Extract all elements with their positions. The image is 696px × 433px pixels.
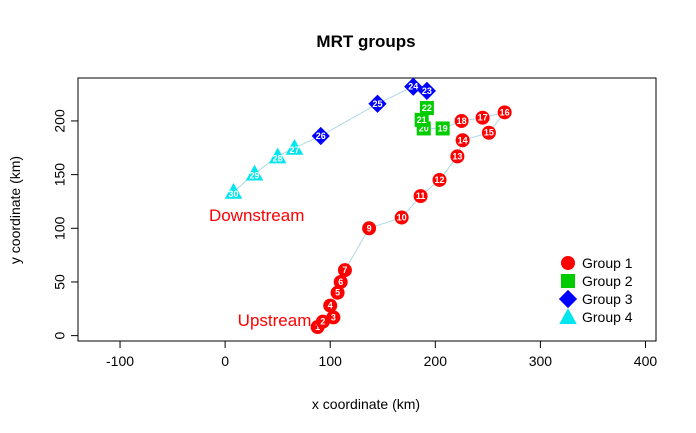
legend-entry-label: Group 2: [582, 273, 633, 289]
legend-marker: [561, 274, 575, 288]
data-point-label: 19: [438, 123, 448, 133]
data-point-label: 17: [478, 113, 488, 123]
data-point-label: 4: [328, 301, 333, 311]
x-tick-label: 0: [221, 353, 229, 369]
data-point-label: 14: [458, 135, 468, 145]
x-tick-label: 200: [424, 353, 448, 369]
data-point: [224, 183, 243, 199]
data-point: [330, 285, 345, 300]
data-point: [432, 172, 447, 187]
data-point-label: 15: [484, 128, 494, 138]
data-point-label: 16: [500, 107, 510, 117]
legend: Group 1 Group 2 Group 3 Group 4: [558, 255, 633, 325]
data-point: [413, 189, 428, 204]
data-point: [268, 147, 287, 164]
data-point: [362, 221, 377, 236]
y-axis: 0 50 100 150 200: [52, 109, 79, 340]
legend-marker: [559, 308, 577, 324]
data-point: [326, 310, 341, 325]
x-tick-label: 300: [529, 353, 553, 369]
x-axis: -100 0 100 200 300 400: [106, 340, 658, 369]
legend-marker: [561, 256, 575, 270]
data-point: [311, 126, 330, 146]
data-point-label: 20: [419, 123, 429, 133]
data-point-label: 24: [408, 82, 418, 92]
annotations: Downstream Upstream: [209, 206, 311, 330]
y-axis-label: y coordinate (km): [7, 156, 23, 264]
x-tick-label: 100: [319, 353, 343, 369]
data-point: [419, 101, 434, 116]
data-point-label: 26: [316, 131, 326, 141]
legend-entry-label: Group 4: [582, 309, 633, 325]
data-point: [245, 164, 264, 181]
data-point: [368, 94, 387, 113]
data-point-label: 23: [422, 86, 432, 96]
x-axis-label: x coordinate (km): [312, 396, 420, 412]
data-point: [315, 314, 330, 329]
chart-title: MRT groups: [316, 32, 415, 51]
data-points: 12 34567910111213141516171819202122232425…: [224, 77, 512, 335]
data-point: [497, 105, 512, 120]
data-point-label: 9: [367, 223, 372, 233]
data-point-label: 27: [289, 145, 299, 155]
data-point-label: 5: [335, 288, 340, 298]
data-point: [333, 274, 348, 289]
y-tick-label: 0: [52, 332, 68, 340]
data-point: [414, 112, 429, 127]
data-point-label: 10: [397, 213, 407, 223]
data-point-label: 13: [452, 151, 462, 161]
data-point: [435, 121, 450, 136]
data-point: [323, 298, 338, 313]
data-point-label: 22: [422, 103, 432, 113]
y-tick-label: 50: [52, 274, 68, 290]
data-point: [417, 81, 437, 100]
data-point-label: 12: [435, 175, 445, 185]
legend-entry-label: Group 1: [582, 255, 633, 271]
y-tick-label: 100: [52, 216, 68, 240]
data-point: [455, 133, 470, 148]
data-point-label: 1: [315, 322, 320, 332]
data-point-label: 29: [250, 171, 260, 181]
data-point: [481, 125, 496, 140]
legend-marker: [558, 289, 578, 309]
data-point: [394, 210, 409, 225]
data-point-label: 7: [342, 265, 347, 275]
annotation-label: Downstream: [209, 206, 304, 225]
data-point-label: 6: [338, 277, 343, 287]
data-point-label: 21: [417, 115, 427, 125]
data-point: [404, 77, 423, 96]
data-point: [337, 263, 352, 278]
data-point-label: 28: [273, 153, 283, 163]
y-tick-label: 200: [52, 109, 68, 133]
data-point: [450, 149, 465, 164]
data-point-label: 18: [457, 116, 467, 126]
y-tick-label: 150: [52, 163, 68, 187]
data-point: [285, 139, 304, 155]
data-point-label: 11: [416, 191, 426, 201]
data-point: [454, 113, 469, 128]
data-point: [475, 110, 490, 125]
data-point-label: 2: [320, 317, 325, 327]
data-point-label: 3: [331, 312, 336, 322]
x-tick-label: 400: [634, 353, 658, 369]
annotation-label: Upstream: [238, 311, 312, 330]
data-point-label: 30: [229, 189, 239, 199]
legend-entry-label: Group 3: [582, 291, 633, 307]
data-point-label: 25: [373, 99, 383, 109]
x-tick-label: -100: [106, 353, 134, 369]
